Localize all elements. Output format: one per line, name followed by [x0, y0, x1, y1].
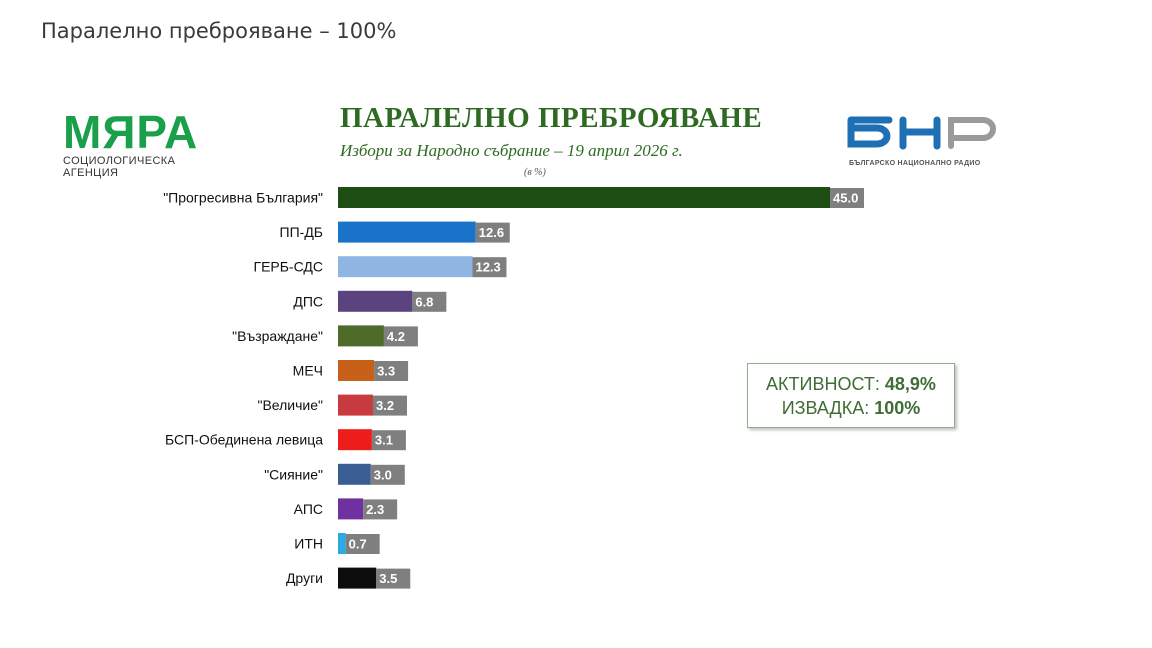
bar [338, 498, 364, 520]
category-label: Други [286, 570, 323, 586]
category-label: ПП-ДБ [280, 224, 323, 240]
turnout-label: АКТИВНОСТ: [766, 374, 880, 394]
bar [338, 567, 377, 589]
bar [338, 187, 830, 208]
bnr-logo: БЪЛГАРСКО НАЦИОНАЛНО РАДИО [845, 110, 1010, 167]
value-label: 45.0 [833, 191, 858, 206]
value-label-bg [475, 222, 510, 243]
category-label: ДПС [293, 293, 323, 309]
bar [338, 360, 375, 381]
category-label: АПС [294, 501, 323, 517]
value-label: 4.2 [387, 329, 405, 344]
value-label: 3.2 [376, 398, 394, 413]
value-label: 3.5 [379, 571, 397, 586]
value-label-bg [363, 499, 398, 520]
bnr-logo-subtitle: БЪЛГАРСКО НАЦИОНАЛНО РАДИО [849, 160, 981, 167]
value-label-bg [830, 188, 864, 208]
value-label: 3.0 [374, 467, 392, 482]
chart-subtitle: Избори за Народно събрание – 19 април 20… [340, 141, 683, 160]
value-label-bg [374, 361, 409, 381]
bar [338, 290, 413, 312]
value-label: 3.3 [377, 364, 395, 379]
bnr-logo-mark-icon [847, 116, 996, 150]
category-label: "Величие" [258, 397, 324, 413]
value-label-bg [383, 326, 418, 347]
value-label: 12.6 [479, 225, 504, 240]
category-label: БСП-Обединена левица [165, 432, 323, 448]
sample-line: ИЗВАДКА: 100% [748, 396, 954, 420]
turnout-info-box: АКТИВНОСТ: 48,9% ИЗВАДКА: 100% [747, 363, 955, 428]
value-label: 12.3 [475, 260, 500, 275]
turnout-value: 48,9% [884, 374, 936, 394]
page-heading: Паралелно преброяване – 100% [41, 19, 397, 43]
value-label: 2.3 [366, 502, 384, 517]
value-label: 6.8 [415, 294, 433, 309]
category-label: ГЕРБ-СДС [253, 259, 323, 275]
myara-logo: МЯРА СОЦИОЛОГИЧЕСКА АГЕНЦИЯ [63, 106, 223, 179]
category-label: ИТН [294, 536, 323, 552]
bar [338, 325, 384, 347]
value-label-bg [371, 430, 406, 451]
value-label: 3.1 [375, 433, 393, 448]
bar [338, 394, 373, 416]
bar [338, 533, 346, 554]
myara-logo-mark: МЯРА [63, 106, 199, 158]
bar [338, 429, 372, 451]
value-label: 0.7 [349, 537, 367, 552]
category-label: "Прогресивна България" [163, 190, 323, 206]
bar [338, 221, 476, 243]
category-label: "Възраждане" [232, 328, 323, 344]
bar [338, 463, 371, 485]
value-label-bg [370, 464, 405, 485]
value-label-bg [472, 257, 507, 278]
bar [338, 256, 473, 278]
sample-label: ИЗВАДКА: [781, 398, 870, 418]
category-label: "Сияние" [264, 466, 323, 482]
turnout-line: АКТИВНОСТ: 48,9% [748, 372, 954, 396]
sample-value: 100% [874, 398, 921, 418]
value-label-bg [412, 291, 447, 312]
chart-unit: (в %) [524, 167, 546, 178]
chart-title: ПАРАЛЕЛНО ПРЕБРОЯВАНЕ [340, 102, 763, 134]
value-label-bg [345, 534, 380, 554]
value-label-bg [376, 568, 411, 589]
value-label-bg [372, 395, 407, 416]
myara-logo-subtitle: СОЦИОЛОГИЧЕСКА АГЕНЦИЯ [63, 155, 176, 179]
category-label: МЕЧ [293, 363, 323, 379]
